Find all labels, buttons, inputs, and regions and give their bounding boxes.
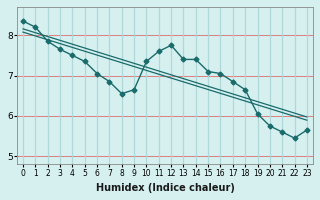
- X-axis label: Humidex (Indice chaleur): Humidex (Indice chaleur): [96, 183, 234, 193]
